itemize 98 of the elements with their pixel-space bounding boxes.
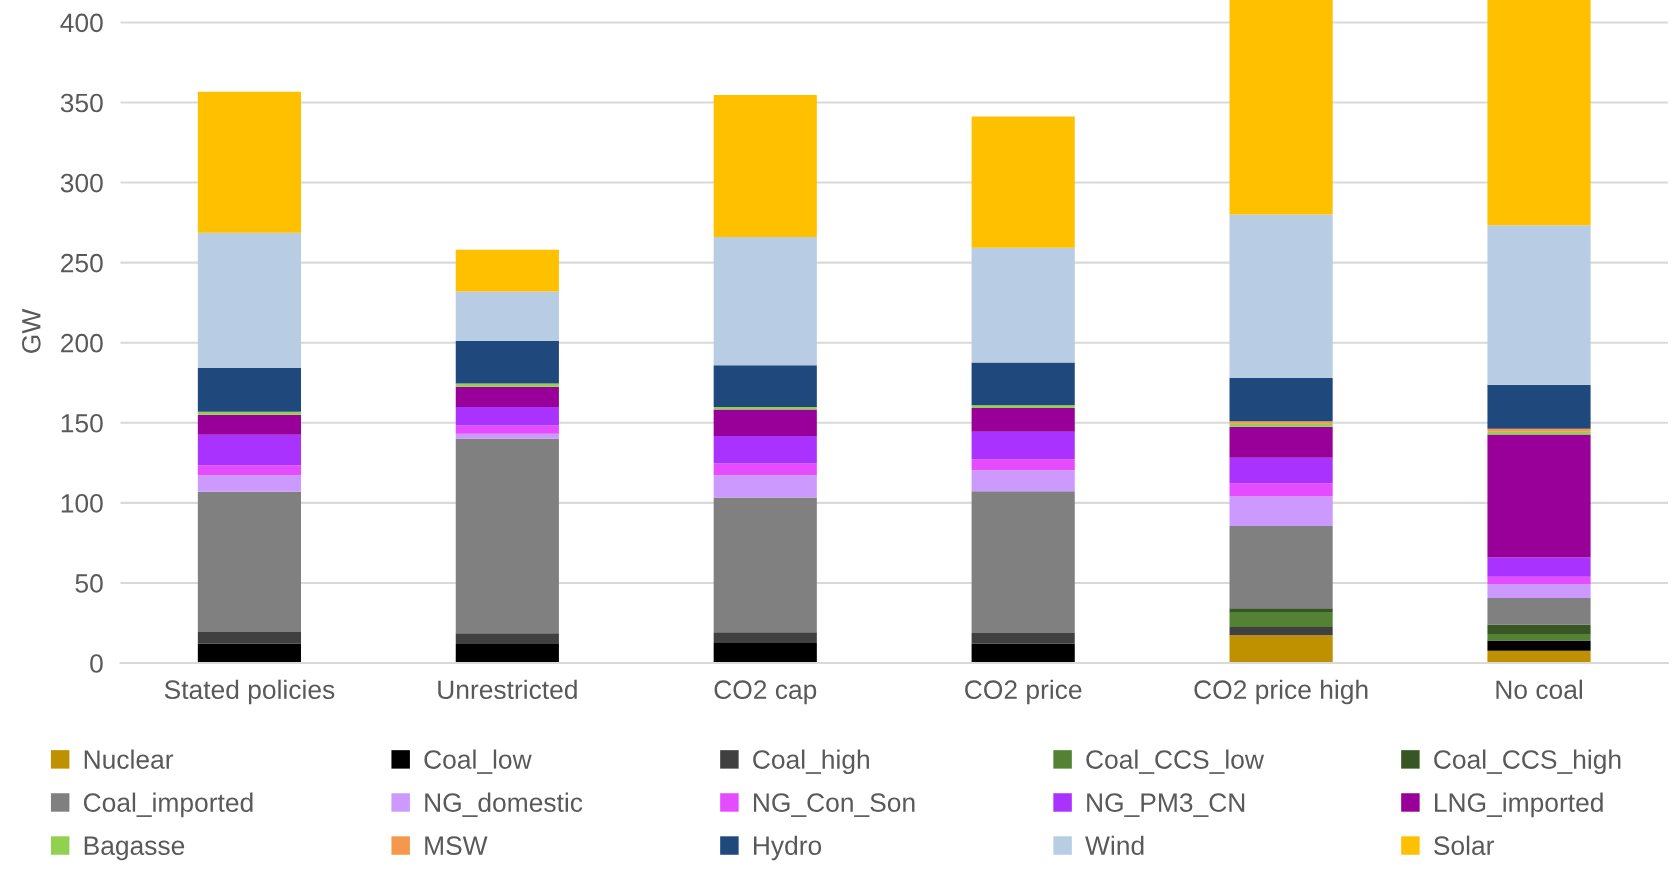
bar <box>713 642 817 663</box>
bar <box>197 411 301 415</box>
bar <box>197 631 301 644</box>
bar <box>1229 496 1333 526</box>
legend-label: Wind <box>1085 835 1144 856</box>
bar <box>455 249 559 292</box>
bar <box>713 409 817 437</box>
legend-label: NG_PM3_CN <box>1087 793 1245 817</box>
legend-label: LNG_imported <box>1435 792 1603 818</box>
legend-label: Coal_CCS_low <box>1086 749 1265 774</box>
bar <box>1487 650 1591 663</box>
y-tick-label: 0 <box>90 654 103 673</box>
bar <box>197 414 301 435</box>
legend-label: Nuclear <box>84 749 174 769</box>
bar <box>971 470 1075 492</box>
bar <box>197 475 301 492</box>
bar <box>713 237 817 366</box>
legend-label: Coal_high <box>753 749 869 775</box>
bar <box>455 386 559 408</box>
legend-label: Coal_low <box>424 749 532 774</box>
bar <box>1229 214 1333 379</box>
x-tick-label: CO2 price high <box>1194 679 1368 705</box>
bar <box>1487 597 1591 625</box>
bar <box>713 436 817 464</box>
bar <box>1229 457 1333 484</box>
bar <box>1229 378 1333 422</box>
bar <box>971 431 1075 460</box>
legend-label: Coal_CCS_high <box>1434 749 1621 775</box>
bar <box>713 497 817 633</box>
y-tick-label: 300 <box>60 173 103 193</box>
x-tick-label: No coal <box>1496 679 1582 700</box>
bar <box>971 459 1075 471</box>
bar <box>197 491 301 632</box>
bar <box>1487 576 1591 584</box>
bar <box>455 643 559 663</box>
bar <box>197 643 301 663</box>
bar <box>713 632 817 643</box>
y-tick-label: 250 <box>61 253 103 273</box>
bar <box>1487 634 1591 641</box>
bar <box>1229 0 1333 215</box>
bar <box>197 434 301 466</box>
legend-label: Bagasse <box>84 836 185 861</box>
x-tick-label: Unrestricted <box>438 679 577 700</box>
y-axis-title: GW <box>21 308 41 353</box>
legend-label: Solar <box>1434 835 1494 856</box>
bar <box>971 247 1075 363</box>
legend-label: MSW <box>425 836 488 856</box>
bar <box>1487 0 1591 226</box>
bar <box>1229 611 1333 627</box>
legend-label: Coal_imported <box>83 792 253 818</box>
bar <box>455 438 559 634</box>
x-tick-label: Stated policies <box>164 679 335 705</box>
bar <box>1487 640 1591 651</box>
bar <box>1229 608 1333 612</box>
bar <box>1487 225 1591 385</box>
bar <box>1487 557 1591 577</box>
y-tick-label: 200 <box>61 333 103 353</box>
bar <box>971 633 1075 644</box>
bar <box>197 91 301 233</box>
y-tick-label: 400 <box>60 13 103 33</box>
bar <box>1229 635 1333 663</box>
bar <box>455 407 559 426</box>
x-tick-label: CO2 price <box>965 679 1082 705</box>
bar <box>713 475 817 498</box>
bar <box>1487 583 1591 598</box>
bar <box>971 405 1075 409</box>
y-tick-label: 350 <box>60 93 103 113</box>
bar <box>971 643 1075 663</box>
x-tick-label: CO2 cap <box>714 680 817 705</box>
legend-label: NG_domestic <box>425 792 583 817</box>
bar <box>1487 384 1591 429</box>
bar <box>455 291 559 341</box>
bar <box>1229 426 1333 458</box>
y-tick-label: 50 <box>75 574 103 593</box>
bar <box>1229 626 1333 636</box>
bar <box>455 383 559 387</box>
bar <box>197 465 301 476</box>
legend-label: Hydro <box>754 835 822 861</box>
bar <box>1229 525 1333 609</box>
bar <box>971 491 1075 634</box>
bar <box>1487 434 1591 558</box>
bar <box>971 362 1075 406</box>
bar <box>455 633 559 644</box>
bar <box>713 365 817 408</box>
bar <box>971 116 1075 248</box>
legend-label: NG_Con_Son <box>754 793 915 817</box>
y-tick-label: 150 <box>61 413 103 433</box>
bar <box>197 368 301 412</box>
bar <box>455 425 559 434</box>
bar <box>971 408 1075 432</box>
bar <box>455 340 559 384</box>
bar <box>455 433 559 439</box>
bar <box>1229 483 1333 497</box>
y-tick-label: 100 <box>61 493 103 513</box>
bar <box>1487 624 1591 635</box>
bar <box>197 232 301 369</box>
bar <box>713 94 817 238</box>
bar <box>713 463 817 476</box>
